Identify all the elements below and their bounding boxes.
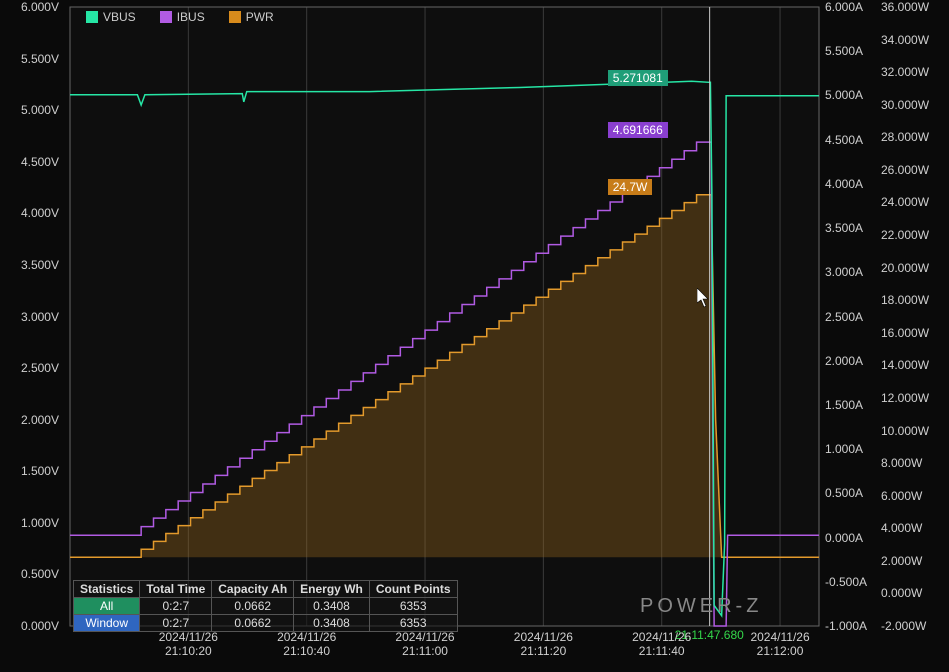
value-badge: 4.691666 [608,122,668,138]
y1-axis-tick-label: 5.500V [4,52,59,66]
legend-item[interactable]: VBUS [86,10,136,24]
x-axis-tick-label: 2024/11/2621:11:40 [632,630,691,658]
y2-axis-tick-label: 0.000A [825,531,873,545]
x-axis-tick-label: 2024/11/2621:11:00 [395,630,454,658]
y2-axis-tick-label: 1.000A [825,442,873,456]
y1-axis-tick-label: 4.000V [4,206,59,220]
y2-axis-tick-label: 3.000A [825,265,873,279]
y1-axis-tick-label: 4.500V [4,155,59,169]
y3-axis-tick-label: 28.000W [881,130,937,144]
value-badge: 5.271081 [608,70,668,86]
y2-axis-tick-label: 6.000A [825,0,873,14]
x-axis-tick-label: 2024/11/2621:10:20 [159,630,218,658]
stats-header-cell: Count Points [369,581,457,598]
stats-cell: 0.0662 [212,598,294,615]
legend-swatch-icon [160,11,172,23]
stats-header-cell: Capacity Ah [212,581,294,598]
legend-item[interactable]: PWR [229,10,274,24]
y1-axis-tick-label: 0.500V [4,567,59,581]
y1-axis-tick-label: 3.000V [4,310,59,324]
y1-axis-tick-label: 2.500V [4,361,59,375]
x-axis-tick-label: 2024/11/2621:12:00 [750,630,809,658]
y3-axis-tick-label: -2.000W [881,619,937,633]
legend-label: PWR [246,10,274,24]
y2-axis-tick-label: -0.500A [825,575,873,589]
y3-axis-tick-label: 22.000W [881,228,937,242]
y2-axis-tick-label: 2.500A [825,310,873,324]
y3-axis-tick-label: 20.000W [881,261,937,275]
y3-axis-tick-label: 34.000W [881,33,937,47]
y3-axis-tick-label: 10.000W [881,424,937,438]
y3-axis-tick-label: 4.000W [881,521,937,535]
y1-axis-tick-label: 6.000V [4,0,59,14]
y3-axis-tick-label: 24.000W [881,195,937,209]
stats-cell: 0.3408 [294,598,370,615]
stats-cell: 0:2:7 [140,598,212,615]
y1-axis-tick-label: 0.000V [4,619,59,633]
chart-canvas [0,0,949,672]
y2-axis-tick-label: 2.000A [825,354,873,368]
stats-header-cell: Energy Wh [294,581,370,598]
y2-axis-tick-label: 3.500A [825,221,873,235]
y2-axis-tick-label: 4.000A [825,177,873,191]
legend-swatch-icon [229,11,241,23]
statistics-table: StatisticsTotal TimeCapacity AhEnergy Wh… [73,580,458,632]
y3-axis-tick-label: 14.000W [881,358,937,372]
x-axis-tick-label: 2024/11/2621:11:20 [514,630,573,658]
value-badge: 24.7W [608,179,653,195]
stats-cell: 6353 [369,598,457,615]
stats-cell: 0.0662 [212,615,294,632]
legend-swatch-icon [86,11,98,23]
y3-axis-tick-label: 32.000W [881,65,937,79]
legend: VBUS IBUS PWR [86,10,274,24]
y1-axis-tick-label: 1.500V [4,464,59,478]
stats-cell: 6353 [369,615,457,632]
stats-cell: 0:2:7 [140,615,212,632]
stats-header-cell: Total Time [140,581,212,598]
stats-cell: 0.3408 [294,615,370,632]
y3-axis-tick-label: 26.000W [881,163,937,177]
stats-row-label: Window [74,615,140,632]
legend-label: VBUS [103,10,136,24]
y3-axis-tick-label: 0.000W [881,586,937,600]
y2-axis-tick-label: 4.500A [825,133,873,147]
y3-axis-tick-label: 36.000W [881,0,937,14]
y2-axis-tick-label: 1.500A [825,398,873,412]
brand-logo: POWER-Z [640,595,762,618]
y1-axis-tick-label: 1.000V [4,516,59,530]
y2-axis-tick-label: -1.000A [825,619,873,633]
y3-axis-tick-label: 2.000W [881,554,937,568]
y3-axis-tick-label: 30.000W [881,98,937,112]
y3-axis-tick-label: 12.000W [881,391,937,405]
x-axis-tick-label: 2024/11/2621:10:40 [277,630,336,658]
y1-axis-tick-label: 3.500V [4,258,59,272]
mouse-cursor-icon [697,288,711,308]
stats-header-cell: Statistics [74,581,140,598]
y3-axis-tick-label: 16.000W [881,326,937,340]
legend-item[interactable]: IBUS [160,10,205,24]
y3-axis-tick-label: 6.000W [881,489,937,503]
y2-axis-tick-label: 0.500A [825,486,873,500]
y1-axis-tick-label: 5.000V [4,103,59,117]
y3-axis-tick-label: 8.000W [881,456,937,470]
legend-label: IBUS [177,10,205,24]
y3-axis-tick-label: 18.000W [881,293,937,307]
y2-axis-tick-label: 5.500A [825,44,873,58]
y2-axis-tick-label: 5.000A [825,88,873,102]
stats-row-label: All [74,598,140,615]
y1-axis-tick-label: 2.000V [4,413,59,427]
